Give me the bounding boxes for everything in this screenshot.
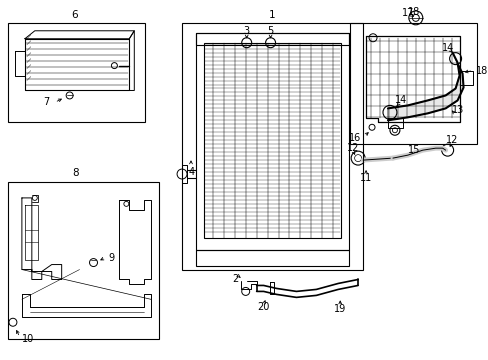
Text: 1: 1 [269,10,275,20]
Bar [196,249,348,266]
Text: 18: 18 [407,7,419,17]
Text: 14: 14 [441,43,453,53]
Bar [8,182,159,339]
Text: 5: 5 [267,26,273,36]
Text: 2: 2 [232,274,239,284]
Text: 18: 18 [474,66,487,76]
Text: 12: 12 [346,143,359,153]
Text: 8: 8 [72,168,79,178]
Bar [203,43,341,238]
Text: 19: 19 [333,304,346,314]
Text: 20: 20 [257,302,269,312]
Text: 3: 3 [243,26,249,36]
Text: 14: 14 [394,95,406,105]
Text: 9: 9 [108,253,114,262]
Text: 6: 6 [71,10,78,20]
Bar [196,33,348,45]
Text: 13: 13 [450,105,463,115]
Bar [196,33,348,249]
Polygon shape [387,53,463,120]
Text: 7: 7 [43,98,50,107]
Text: 10: 10 [21,334,34,344]
Text: 4: 4 [188,167,195,177]
Text: 11: 11 [359,173,371,183]
Text: 12: 12 [446,135,458,145]
Bar [349,23,476,144]
Text: 16: 16 [348,133,361,143]
Bar [8,23,145,122]
Text: 15: 15 [407,145,419,155]
Text: 17: 17 [401,8,413,18]
Bar [182,23,363,270]
